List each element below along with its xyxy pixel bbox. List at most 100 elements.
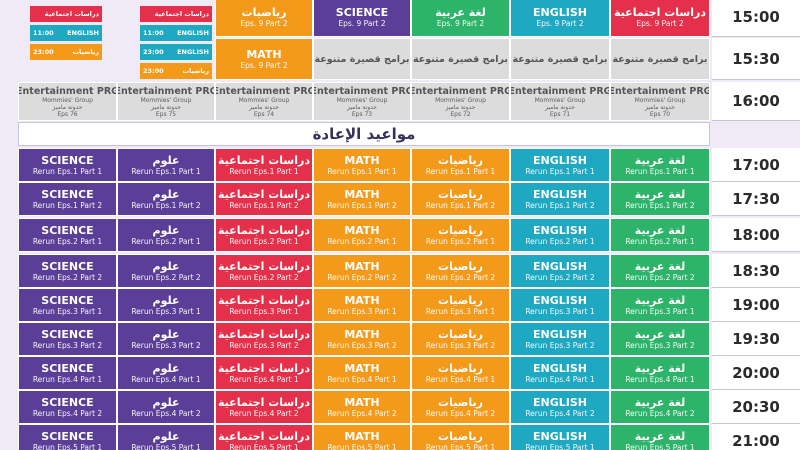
program-cell: ENGLISH Rerun Eps.3 Part 1 — [510, 288, 610, 322]
cell-title: MATH — [344, 259, 380, 273]
program-cell: رياضيات Rerun Eps.3 Part 2 — [411, 322, 510, 356]
cell-title: ENGLISH — [533, 395, 587, 409]
program-cell: MATH Rerun Eps.1 Part 1 — [313, 148, 411, 182]
time-label: 15:00 — [712, 0, 800, 37]
program-cell: علوم Rerun Eps.1 Part 2 — [117, 182, 215, 216]
cell-title: Entertainment PRG — [411, 85, 510, 97]
cell-subtitle: Rerun Eps.1 Part 2 — [327, 200, 397, 210]
cell-subtitle: Rerun Eps.2 Part 1 — [625, 236, 695, 246]
cell-subtitle: Rerun Eps.1 Part 2 — [229, 200, 299, 210]
program-cell: برامج قصيرة متنوعة — [610, 38, 710, 80]
cell-subtitle: Rerun Eps.3 Part 2 — [625, 340, 695, 350]
program-cell: رياضيات Rerun Eps.5 Part 1 — [411, 424, 510, 450]
program-cell: Entertainment PRG Mommies' Group حدوتة مام… — [215, 82, 313, 121]
cell-title: علوم — [152, 327, 180, 341]
cell-subtitle: Rerun Eps.1 Part 1 — [327, 166, 397, 176]
cell-title: دراسات اجتماعية — [614, 6, 706, 19]
cell-title: MATH — [344, 327, 380, 341]
cell-title: Entertainment PRG — [313, 85, 411, 97]
cell-subtitle: Rerun Eps.1 Part 2 — [625, 200, 695, 210]
cell-title: دراسات اجتماعية — [218, 395, 310, 409]
cell-title: دراسات اجتماعية — [218, 187, 310, 201]
program-cell: برامج قصيرة متنوعة — [510, 38, 610, 80]
cell-subtitle: Rerun Eps.4 Part 1 — [229, 374, 299, 384]
program-cell: MATH Rerun Eps.3 Part 1 — [313, 288, 411, 322]
program-cell: لغة عربية Rerun Eps.3 Part 2 — [610, 322, 710, 356]
program-cell: Entertainment PRG Mommies' Group حدوتة مام… — [18, 82, 117, 121]
cell-subtitle: Rerun Eps.2 Part 1 — [327, 236, 397, 246]
program-cell: SCIENCE Rerun Eps.3 Part 1 — [18, 288, 117, 322]
program-cell: دراسات اجتماعية Rerun Eps.3 Part 2 — [215, 322, 313, 356]
cell-title: لغة عربية — [634, 293, 686, 307]
cell-title: لغة عربية — [634, 223, 686, 237]
program-cell: MATH Rerun Eps.4 Part 1 — [313, 356, 411, 390]
cell-title: ENGLISH — [533, 187, 587, 201]
rerun-heading: مواعيد الإعادة — [18, 122, 710, 146]
cell-subtitle: Rerun Eps.2 Part 1 — [32, 236, 103, 246]
program-cell: SCIENCE Rerun Eps.4 Part 2 — [18, 390, 117, 424]
program-cell: MATH Rerun Eps.2 Part 1 — [313, 218, 411, 252]
program-cell: لغة عربية Rerun Eps.5 Part 1 — [610, 424, 710, 450]
cell-title: رياضيات — [438, 187, 483, 201]
program-cell: برامج قصيرة متنوعة — [313, 38, 411, 80]
program-cell: Entertainment PRG Mommies' Group حدوتة مام… — [510, 82, 610, 121]
program-cell: MATH Rerun Eps.1 Part 2 — [313, 182, 411, 216]
cell-subtitle: Rerun Eps.2 Part 2 — [525, 272, 595, 282]
program-cell: MATH Eps. 9 Part 2 — [215, 38, 313, 80]
program-cell: SCIENCE Rerun Eps.4 Part 1 — [18, 356, 117, 390]
mini-cell: 23:00 رياضيات — [30, 44, 102, 60]
program-cell: SCIENCE Rerun Eps.2 Part 2 — [18, 254, 117, 288]
program-cell: لغة عربية Rerun Eps.4 Part 1 — [610, 356, 710, 390]
cell-title: ENGLISH — [533, 293, 587, 307]
mini-title: ENGLISH — [67, 29, 99, 37]
time-label: 21:00 — [712, 424, 800, 450]
cell-subtitle: Eps. 9 Part 2 — [338, 19, 386, 28]
cell-line2: Mommies' Group — [634, 96, 686, 104]
cell-title: رياضيات — [438, 223, 483, 237]
cell-line3: حدوتة ماميز — [151, 103, 181, 111]
cell-title: برامج قصيرة متنوعة — [512, 53, 608, 65]
cell-subtitle: Rerun Eps.3 Part 2 — [229, 340, 299, 350]
cell-title: برامج قصيرة متنوعة — [413, 53, 508, 65]
cell-subtitle: Rerun Eps.3 Part 1 — [425, 306, 496, 316]
program-cell: لغة عربية Rerun Eps.2 Part 1 — [610, 218, 710, 252]
cell-line2: Mommies' Group — [140, 96, 192, 104]
cell-subtitle: Rerun Eps.4 Part 2 — [229, 408, 299, 418]
cell-line3: حدوتة ماميز — [249, 103, 279, 111]
program-cell: رياضيات Rerun Eps.4 Part 1 — [411, 356, 510, 390]
cell-subtitle: Eps 76 — [57, 110, 78, 118]
program-cell: SCIENCE Rerun Eps.3 Part 2 — [18, 322, 117, 356]
program-cell: لغة عربية Eps. 9 Part 2 — [411, 0, 510, 37]
cell-title: MATH — [344, 293, 380, 307]
cell-line3: حدوتة ماميز — [445, 103, 476, 111]
program-cell: دراسات اجتماعية Rerun Eps.1 Part 1 — [215, 148, 313, 182]
cell-subtitle: Rerun Eps.5 Part 1 — [229, 442, 299, 450]
cell-subtitle: Eps 74 — [253, 110, 275, 118]
cell-subtitle: Rerun Eps.1 Part 1 — [32, 166, 103, 176]
program-cell: SCIENCE Rerun Eps.1 Part 2 — [18, 182, 117, 216]
program-cell: علوم Rerun Eps.3 Part 2 — [117, 322, 215, 356]
mini-title: رياضيات — [182, 67, 209, 75]
program-cell: Entertainment PRG Mommies' Group حدوتة مام… — [313, 82, 411, 121]
cell-title: علوم — [152, 223, 180, 237]
cell-line2: Mommies' Group — [336, 96, 388, 104]
cell-subtitle: Eps. 9 Part 2 — [240, 19, 288, 28]
cell-title: رياضيات — [438, 259, 483, 273]
program-cell: ENGLISH Eps. 9 Part 2 — [510, 0, 610, 37]
cell-title: رياضيات — [438, 361, 483, 375]
cell-title: SCIENCE — [41, 327, 94, 341]
cell-title: دراسات اجتماعية — [218, 153, 310, 167]
program-cell: MATH Rerun Eps.4 Part 2 — [313, 390, 411, 424]
cell-subtitle: Rerun Eps.1 Part 2 — [525, 200, 595, 210]
cell-title: لغة عربية — [435, 6, 486, 19]
cell-title: ENGLISH — [533, 327, 587, 341]
cell-title: دراسات اجتماعية — [218, 429, 310, 443]
program-cell: رياضيات Rerun Eps.1 Part 2 — [411, 182, 510, 216]
cell-subtitle: Rerun Eps.5 Part 1 — [32, 442, 103, 450]
cell-title: رياضيات — [438, 395, 483, 409]
program-cell: رياضيات Rerun Eps.1 Part 1 — [411, 148, 510, 182]
cell-title: MATH — [344, 153, 380, 167]
cell-subtitle: Rerun Eps.4 Part 1 — [327, 374, 397, 384]
mini-cell: 23:00 ENGLISH — [140, 44, 212, 60]
